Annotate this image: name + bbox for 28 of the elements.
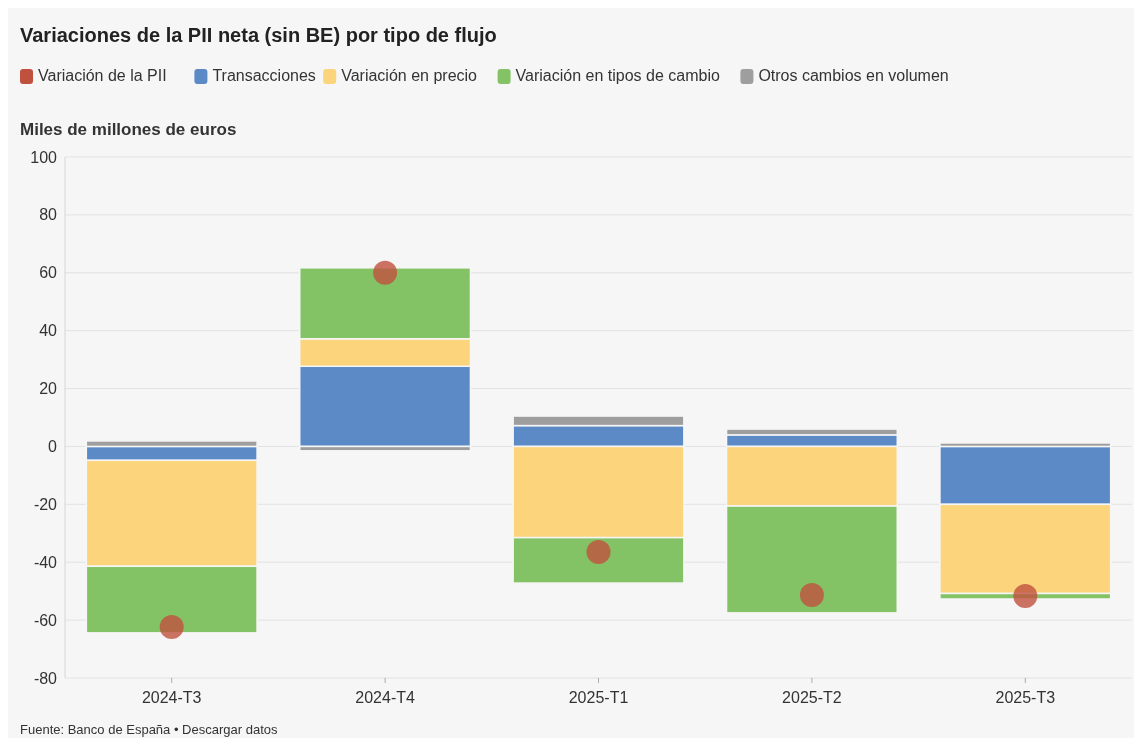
point bbox=[1013, 584, 1038, 609]
y-tick-label: 60 bbox=[39, 264, 58, 282]
y-tick-label: 40 bbox=[39, 322, 58, 340]
y-tick-label: 20 bbox=[39, 380, 58, 398]
y-tick-label: 80 bbox=[39, 206, 58, 224]
point bbox=[159, 615, 184, 640]
point bbox=[586, 540, 611, 565]
x-tick-label: 2025-T2 bbox=[782, 689, 842, 706]
y-tick-label: -60 bbox=[33, 611, 58, 629]
legend-label: Variación en precio bbox=[341, 67, 478, 84]
y-tick-label: -80 bbox=[33, 669, 58, 687]
point bbox=[799, 582, 824, 607]
legend-label: Variación de la PII bbox=[38, 67, 167, 84]
x-tick-label: 2024-T4 bbox=[355, 689, 415, 706]
y-tick-label: 0 bbox=[48, 438, 58, 456]
source-note: Fuente: Banco de España • Descargar datos bbox=[20, 722, 278, 737]
x-tick-label: 2025-T3 bbox=[995, 689, 1056, 706]
x-tick-label: 2025-T1 bbox=[568, 689, 629, 706]
y-tick-label: 100 bbox=[30, 148, 58, 166]
y-tick-label: -40 bbox=[33, 553, 58, 571]
chart-title: Variaciones de la PII neta (sin BE) por tipo de flujo bbox=[20, 24, 497, 46]
legend-label: Otros cambios en volumen bbox=[758, 67, 949, 84]
x-tick-label: 2024-T3 bbox=[141, 689, 202, 706]
legend-label: Transacciones bbox=[212, 67, 316, 84]
y-axis-title: Miles de millones de euros bbox=[20, 120, 237, 139]
point bbox=[373, 260, 398, 285]
legend-label: Variación en tipos de cambio bbox=[515, 67, 720, 84]
y-tick-label: -20 bbox=[33, 495, 58, 513]
